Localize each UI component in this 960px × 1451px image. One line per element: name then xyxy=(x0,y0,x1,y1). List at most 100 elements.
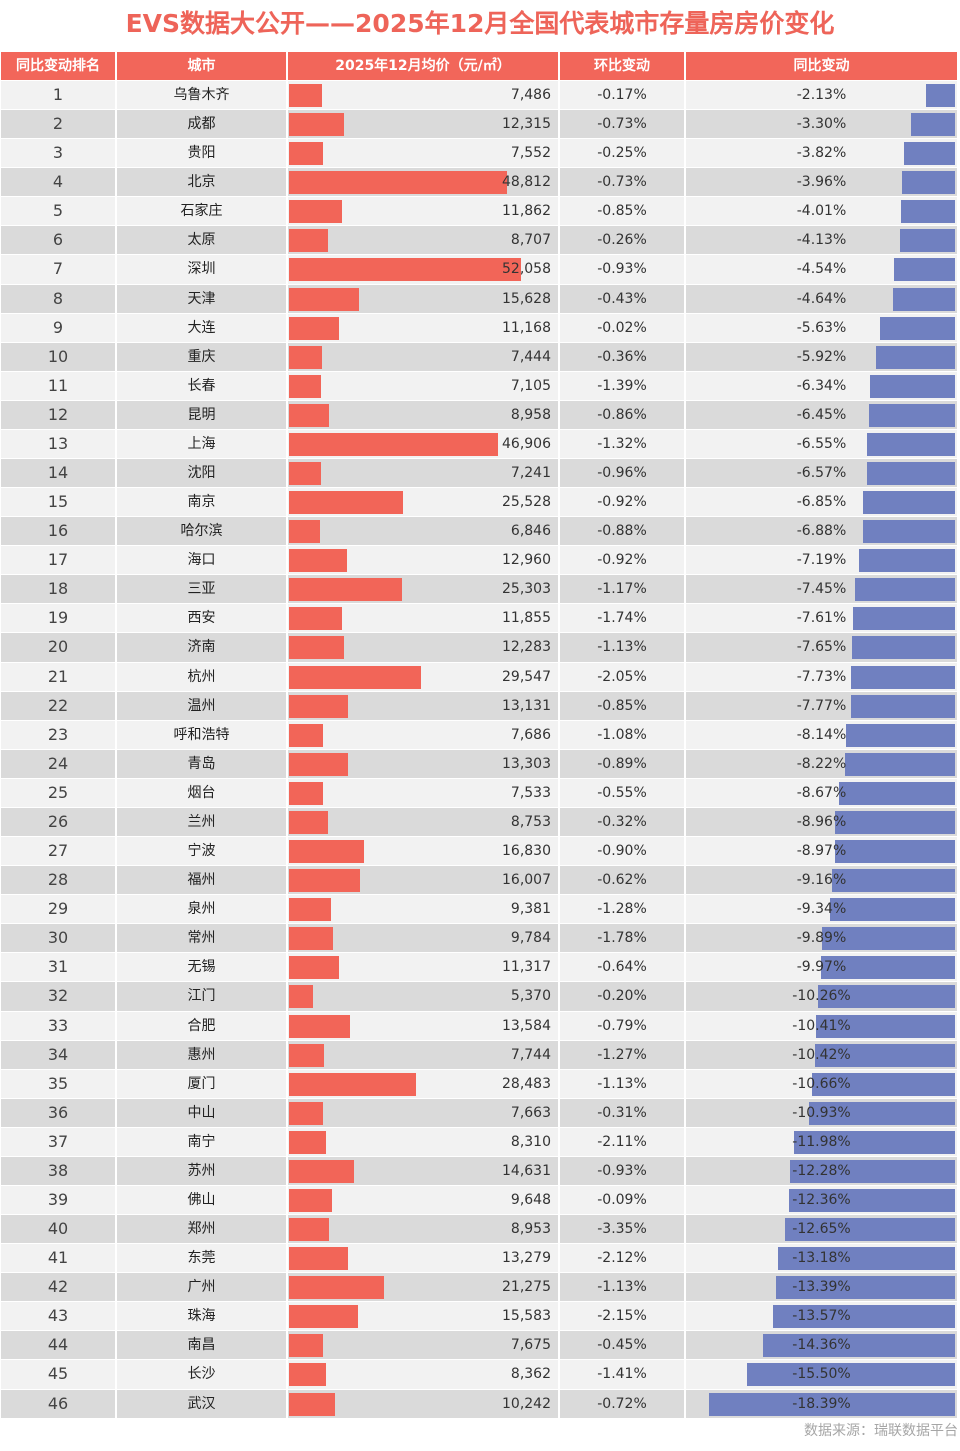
yoy-cell: -9.89% xyxy=(686,924,957,953)
rank-cell: 22 xyxy=(1,691,117,720)
price-bar xyxy=(289,956,339,980)
rank-cell: 12 xyxy=(1,400,117,429)
mom-cell: -0.72% xyxy=(560,1389,686,1418)
rank-cell: 18 xyxy=(1,575,117,604)
table-row: 46 武汉 10,242 -0.72% -18.39% xyxy=(1,1388,957,1418)
table-row: 44 南昌 7,675 -0.45% -14.36% xyxy=(1,1330,957,1360)
yoy-bar xyxy=(816,1014,955,1038)
rank-cell: 41 xyxy=(1,1244,117,1273)
city-cell: 无锡 xyxy=(117,953,288,982)
price-cell: 7,105 xyxy=(288,371,560,400)
price-cell: 16,830 xyxy=(288,837,560,866)
price-bar xyxy=(289,200,342,224)
table-row: 12 昆明 8,958 -0.86% -6.45% xyxy=(1,399,957,429)
yoy-bar xyxy=(900,229,955,253)
yoy-bar xyxy=(852,636,955,660)
yoy-cell: -9.97% xyxy=(686,953,957,982)
city-cell: 太原 xyxy=(117,226,288,255)
price-cell: 7,486 xyxy=(288,81,560,110)
city-cell: 成都 xyxy=(117,110,288,139)
price-cell: 46,906 xyxy=(288,429,560,459)
price-cell: 16,007 xyxy=(288,866,560,895)
yoy-cell: -4.13% xyxy=(686,226,957,255)
mom-cell: -0.88% xyxy=(560,517,686,546)
table-row: 33 合肥 13,584 -0.79% -10.41% xyxy=(1,1010,957,1040)
mom-cell: -0.45% xyxy=(560,1331,686,1360)
table-row: 29 泉州 9,381 -1.28% -9.34% xyxy=(1,894,957,924)
price-cell: 5,370 xyxy=(288,982,560,1011)
yoy-cell: -10.66% xyxy=(686,1069,957,1098)
price-bar xyxy=(289,723,323,747)
rank-cell: 5 xyxy=(1,197,117,226)
price-bar xyxy=(289,520,320,544)
table-row: 25 烟台 7,533 -0.55% -8.67% xyxy=(1,777,957,807)
yoy-cell: -3.82% xyxy=(686,139,957,168)
price-cell: 15,628 xyxy=(288,284,560,313)
yoy-bar xyxy=(785,1218,955,1242)
city-cell: 贵阳 xyxy=(117,139,288,168)
yoy-cell: -6.57% xyxy=(686,459,957,488)
city-cell: 呼和浩特 xyxy=(117,720,288,749)
city-cell: 西安 xyxy=(117,604,288,633)
yoy-cell: -8.14% xyxy=(686,720,957,749)
rank-cell: 40 xyxy=(1,1215,117,1244)
mom-cell: -1.17% xyxy=(560,575,686,604)
mom-cell: -0.85% xyxy=(560,691,686,720)
yoy-bar xyxy=(794,1130,955,1154)
city-cell: 中山 xyxy=(117,1098,288,1127)
mom-cell: -2.11% xyxy=(560,1127,686,1156)
table-row: 28 福州 16,007 -0.62% -9.16% xyxy=(1,865,957,895)
price-bar xyxy=(289,869,360,893)
price-bar xyxy=(289,491,403,515)
table-row: 22 温州 13,131 -0.85% -7.77% xyxy=(1,690,957,720)
rank-cell: 2 xyxy=(1,110,117,139)
city-cell: 常州 xyxy=(117,924,288,953)
price-bar xyxy=(289,432,498,456)
price-bar xyxy=(289,1218,329,1242)
mom-cell: -0.25% xyxy=(560,139,686,168)
yoy-bar xyxy=(851,694,955,718)
price-bar xyxy=(289,898,331,922)
mom-cell: -1.27% xyxy=(560,1040,686,1069)
price-bar xyxy=(289,316,339,340)
yoy-bar xyxy=(812,1072,955,1096)
rank-cell: 34 xyxy=(1,1040,117,1069)
mom-cell: -1.13% xyxy=(560,633,686,662)
table-row: 10 重庆 7,444 -0.36% -5.92% xyxy=(1,341,957,371)
price-cell: 7,241 xyxy=(288,459,560,488)
yoy-bar xyxy=(815,1043,955,1067)
price-cell: 8,362 xyxy=(288,1360,560,1389)
city-cell: 哈尔滨 xyxy=(117,517,288,546)
price-cell: 7,675 xyxy=(288,1331,560,1360)
city-cell: 泉州 xyxy=(117,895,288,924)
rank-cell: 42 xyxy=(1,1273,117,1302)
table-row: 6 太原 8,707 -0.26% -4.13% xyxy=(1,225,957,255)
price-bar xyxy=(289,287,359,311)
city-cell: 温州 xyxy=(117,691,288,720)
city-cell: 昆明 xyxy=(117,400,288,429)
yoy-cell: -6.45% xyxy=(686,400,957,429)
city-cell: 上海 xyxy=(117,429,288,459)
price-cell: 11,862 xyxy=(288,197,560,226)
price-cell: 8,707 xyxy=(288,226,560,255)
price-cell: 11,168 xyxy=(288,313,560,342)
city-cell: 青岛 xyxy=(117,749,288,778)
mom-cell: -0.43% xyxy=(560,284,686,313)
yoy-cell: -15.50% xyxy=(686,1360,957,1389)
yoy-bar xyxy=(863,520,955,544)
rank-cell: 11 xyxy=(1,371,117,400)
table-row: 35 厦门 28,483 -1.13% -10.66% xyxy=(1,1068,957,1098)
yoy-cell: -4.01% xyxy=(686,197,957,226)
price-bar xyxy=(289,84,322,107)
mom-cell: -0.93% xyxy=(560,1156,686,1185)
rank-cell: 3 xyxy=(1,139,117,168)
yoy-bar xyxy=(709,1392,955,1416)
mom-cell: -0.79% xyxy=(560,1011,686,1040)
city-cell: 杭州 xyxy=(117,662,288,691)
table-row: 2 成都 12,315 -0.73% -3.30% xyxy=(1,109,957,139)
price-cell: 8,953 xyxy=(288,1215,560,1244)
mom-cell: -0.09% xyxy=(560,1185,686,1215)
mom-cell: -0.32% xyxy=(560,807,686,837)
yoy-cell: -14.36% xyxy=(686,1331,957,1360)
mom-cell: -0.93% xyxy=(560,255,686,284)
